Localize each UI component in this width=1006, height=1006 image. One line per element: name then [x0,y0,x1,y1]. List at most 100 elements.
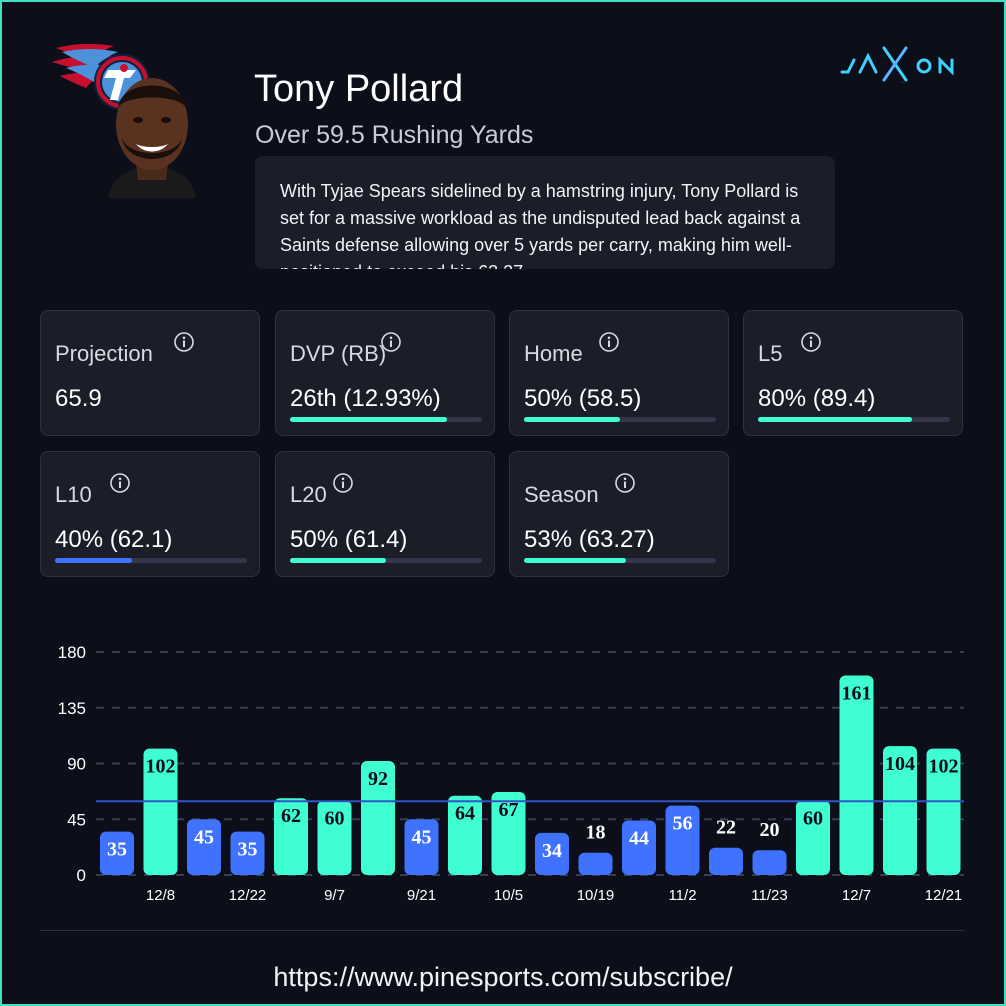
stat-progress-fill [290,558,386,563]
bar [926,748,961,875]
bar [752,850,787,875]
bar [665,805,700,875]
y-tick-label: 180 [58,643,86,662]
stat-value: 65.9 [55,385,102,412]
stat-progress-track [290,417,482,422]
bar-value-label: 35 [238,839,258,861]
bar [448,795,482,875]
bar-value-label: 44 [629,827,649,849]
stat-label: L10 [55,482,92,507]
stat-value: 40% (62.1) [55,526,173,553]
info-icon[interactable] [332,472,354,494]
bar [709,847,743,875]
info-icon[interactable] [109,472,131,494]
stat-value: 26th (12.93%) [290,385,441,412]
player-headshot [108,78,196,198]
bar [491,791,526,875]
stat-progress-fill [524,558,626,563]
x-tick-label: 12/21 [925,887,963,904]
bar [404,819,439,875]
stat-progress-fill [758,417,912,422]
bar-value-label: 20 [760,819,780,841]
bar-value-label: 34 [542,840,562,862]
subscribe-url[interactable]: https://www.pinesports.com/subscribe/ [273,962,733,992]
info-icon[interactable] [614,472,636,494]
player-name: Tony Pollard [254,68,464,110]
info-icon[interactable] [800,331,822,353]
stat-card-3: L5 80% (89.4) [743,310,963,436]
bar-value-label: 45 [194,826,214,848]
bar-value-label: 35 [107,839,127,861]
bar [317,800,352,875]
x-tick-label: 10/19 [577,887,615,904]
bar-value-label: 92 [368,768,388,790]
bar-value-label: 62 [281,805,301,827]
prop-line: Over 59.5 Rushing Yards [255,121,534,149]
bar [100,831,134,875]
x-tick-label: 10/5 [494,887,523,904]
bar-value-label: 161 [842,683,872,705]
bar-value-label: 56 [673,813,693,835]
bar [796,800,830,875]
analysis-blurb: With Tyjae Spears sidelined by a hamstri… [255,156,835,269]
y-tick-label: 90 [67,755,86,774]
bar [187,819,221,875]
stat-value: 80% (89.4) [758,385,876,412]
stat-card-5: L20 50% (61.4) [275,451,495,577]
stat-progress-fill [55,558,132,563]
stat-card-4: L10 40% (62.1) [40,451,260,577]
stat-label: L20 [290,482,327,507]
titans-logo [52,43,150,110]
bar-value-label: 22 [716,817,736,839]
stat-card-0: Projection 65.9 [40,310,260,436]
stat-label: Home [524,341,583,366]
bar [883,746,917,875]
stat-progress-track [758,417,950,422]
bar [535,832,569,875]
info-icon[interactable] [173,331,195,353]
stat-progress-track [55,558,247,563]
bar [230,831,265,875]
bar-value-label: 64 [455,803,475,825]
bar-value-label: 104 [885,753,915,775]
brand-text: JAXON [901,81,905,84]
stat-progress-track [290,558,482,563]
stat-progress-fill [524,417,620,422]
bar-value-label: 102 [146,756,176,778]
bar-value-label: 60 [325,808,345,830]
bar-value-label: 67 [499,799,519,821]
stat-card-2: Home 50% (58.5) [509,310,729,436]
jaxon-logo: JAXON [840,46,954,84]
y-tick-label: 135 [58,699,86,718]
y-tick-label: 0 [77,866,86,885]
stat-label: Projection [55,341,153,366]
x-tick-label: 11/2 [668,887,696,904]
x-tick-label: 12/8 [146,887,175,904]
info-icon[interactable] [380,331,402,353]
bar [622,820,656,875]
stat-label: L5 [758,341,783,366]
x-tick-label: 9/21 [407,887,436,904]
stat-value: 53% (63.27) [524,526,655,553]
bar [578,852,613,875]
info-icon[interactable] [598,331,620,353]
bar-value-label: 60 [803,808,823,830]
stat-value: 50% (61.4) [290,526,408,553]
stat-card-1: DVP (RB) 26th (12.93%) [275,310,495,436]
stat-card-6: Season 53% (63.27) [509,451,729,577]
stat-value: 50% (58.5) [524,385,642,412]
stat-label: DVP (RB) [290,341,387,366]
bar [839,675,874,875]
stat-progress-track [524,417,716,422]
x-tick-label: 12/7 [842,887,871,904]
x-tick-label: 12/22 [229,887,267,904]
stat-label: Season [524,482,599,507]
footer-divider [40,930,964,931]
bar [143,748,178,875]
bar [361,761,395,875]
x-tick-label: 9/7 [324,887,345,904]
bar-value-label: 102 [929,756,959,778]
bar [274,798,308,875]
stat-progress-fill [290,417,448,422]
